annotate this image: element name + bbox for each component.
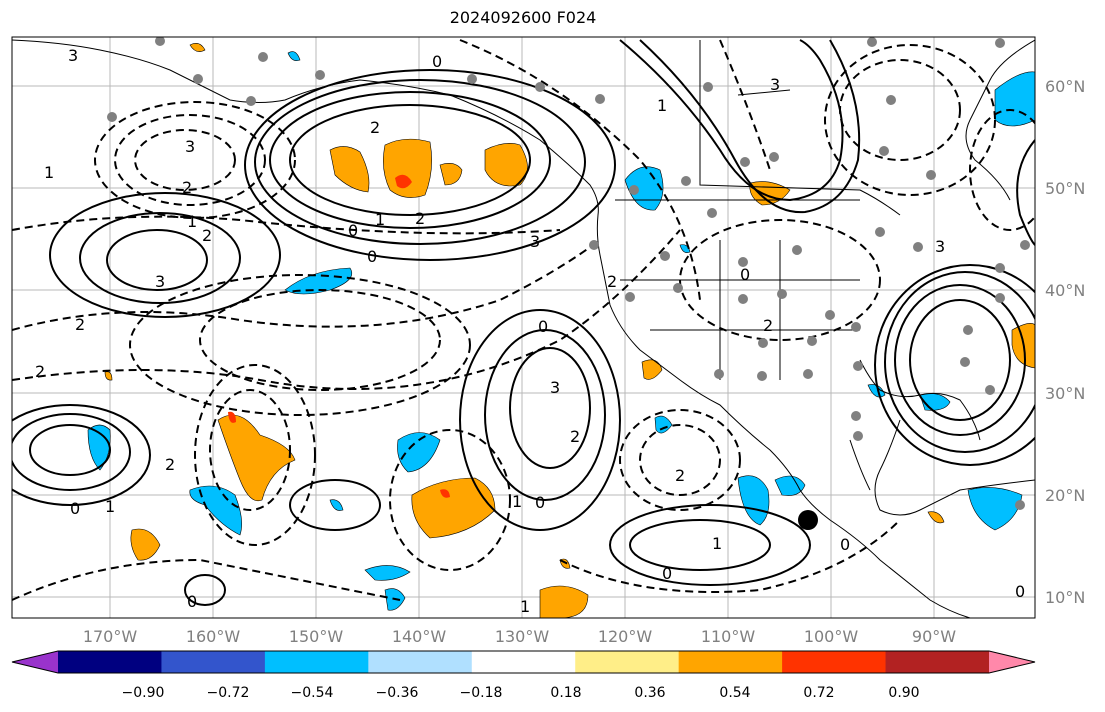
colorbar-segment xyxy=(58,651,162,673)
svg-text:1: 1 xyxy=(712,534,722,553)
svg-text:1: 1 xyxy=(520,597,530,616)
colorbar-tick: 0.18 xyxy=(550,685,581,701)
svg-text:0: 0 xyxy=(840,535,850,554)
svg-text:3: 3 xyxy=(935,237,945,256)
svg-text:1: 1 xyxy=(512,492,522,511)
colorbar-segment xyxy=(678,651,783,673)
svg-text:0: 0 xyxy=(367,247,377,266)
svg-text:0: 0 xyxy=(662,564,672,583)
colorbar-tick: 0.36 xyxy=(634,685,665,701)
colorbar-tick: 0.54 xyxy=(719,685,750,701)
map-title: 2024092600 F024 xyxy=(449,8,597,27)
lat-tick-label: 20°N xyxy=(1045,486,1085,505)
svg-text:3: 3 xyxy=(68,46,78,65)
colorbar-tick: −0.54 xyxy=(291,685,334,701)
strong-positive-fill xyxy=(228,174,450,498)
lon-tick-label: 100°W xyxy=(804,627,859,646)
svg-text:2: 2 xyxy=(675,466,685,485)
colorbar-outline xyxy=(11,650,1036,674)
svg-text:2: 2 xyxy=(35,362,45,381)
svg-text:2: 2 xyxy=(182,178,192,197)
svg-text:0: 0 xyxy=(1015,582,1025,601)
colorbar-segment xyxy=(264,651,369,673)
svg-text:2: 2 xyxy=(763,316,773,335)
lon-tick-label: 160°W xyxy=(186,627,241,646)
plot-area xyxy=(12,37,1035,618)
lon-tick-label: 170°W xyxy=(83,627,138,646)
svg-text:2: 2 xyxy=(202,226,212,245)
lat-tick-label: 60°N xyxy=(1045,77,1085,96)
lat-tick-label: 30°N xyxy=(1045,384,1085,403)
svg-text:0: 0 xyxy=(187,592,197,611)
colorbar-tick: −0.90 xyxy=(122,685,165,701)
svg-text:3: 3 xyxy=(550,378,560,397)
longitude-labels: 170°W 160°W 150°W 140°W 130°W 120°W 110°… xyxy=(83,627,956,646)
colorbar-segment xyxy=(161,651,266,673)
svg-text:2: 2 xyxy=(75,315,85,334)
colorbar-tick: −0.18 xyxy=(460,685,503,701)
colorbar-extend-low xyxy=(12,651,58,673)
colorbar-segment xyxy=(885,651,990,673)
colorbar-segment xyxy=(471,651,576,673)
svg-text:0: 0 xyxy=(538,317,548,336)
colorbar-tick: −0.72 xyxy=(207,685,250,701)
lon-tick-label: 120°W xyxy=(598,627,653,646)
svg-text:2: 2 xyxy=(165,455,175,474)
svg-text:1: 1 xyxy=(105,497,115,516)
storm-position-marker xyxy=(798,510,818,530)
svg-text:0: 0 xyxy=(740,265,750,284)
svg-text:0: 0 xyxy=(432,52,442,71)
positive-anomaly-fill xyxy=(104,43,1035,618)
svg-text:3: 3 xyxy=(530,232,540,251)
lon-tick-label: 140°W xyxy=(392,627,447,646)
svg-text:3: 3 xyxy=(185,137,195,156)
colorbar-tick-labels: −0.90 −0.72 −0.54 −0.36 −0.18 0.18 0.36 … xyxy=(122,685,920,701)
svg-text:1: 1 xyxy=(375,210,385,229)
svg-text:3: 3 xyxy=(770,75,780,94)
dashed-contours xyxy=(12,39,1035,601)
svg-text:1: 1 xyxy=(187,212,197,231)
svg-text:2: 2 xyxy=(570,427,580,446)
lon-tick-label: 150°W xyxy=(289,627,344,646)
station-dots xyxy=(107,37,1030,510)
svg-text:0: 0 xyxy=(70,499,80,518)
colorbar-segment xyxy=(782,651,887,673)
svg-text:0: 0 xyxy=(535,493,545,512)
svg-text:1: 1 xyxy=(44,163,54,182)
contour-labels: 3 0 2 3 1 2 3 2 2 1 0 1 0 3 0 2 3 2 1 0 … xyxy=(35,46,1025,616)
lon-tick-label: 110°W xyxy=(701,627,756,646)
colorbar xyxy=(11,650,1036,674)
svg-text:2: 2 xyxy=(607,272,617,291)
colorbar-segment xyxy=(368,651,473,673)
lat-tick-label: 50°N xyxy=(1045,179,1085,198)
svg-text:2: 2 xyxy=(370,118,380,137)
colorbar-tick: −0.36 xyxy=(376,685,419,701)
coastlines xyxy=(12,39,1035,618)
solid-contours xyxy=(12,39,1035,606)
svg-text:0: 0 xyxy=(348,221,358,240)
colorbar-extend-high xyxy=(989,651,1035,673)
svg-text:2: 2 xyxy=(415,209,425,228)
colorbar-segment xyxy=(575,651,680,673)
colorbar-tick: 0.72 xyxy=(803,685,834,701)
svg-text:1: 1 xyxy=(657,96,667,115)
lat-tick-label: 40°N xyxy=(1045,281,1085,300)
lat-tick-label: 10°N xyxy=(1045,588,1085,607)
colorbar-tick: 0.90 xyxy=(888,685,919,701)
plot-frame xyxy=(11,36,1036,619)
lon-tick-label: 130°W xyxy=(495,627,550,646)
latitude-labels: 60°N 50°N 40°N 30°N 20°N 10°N xyxy=(1045,77,1085,607)
lon-tick-label: 90°W xyxy=(912,627,956,646)
svg-text:3: 3 xyxy=(155,272,165,291)
